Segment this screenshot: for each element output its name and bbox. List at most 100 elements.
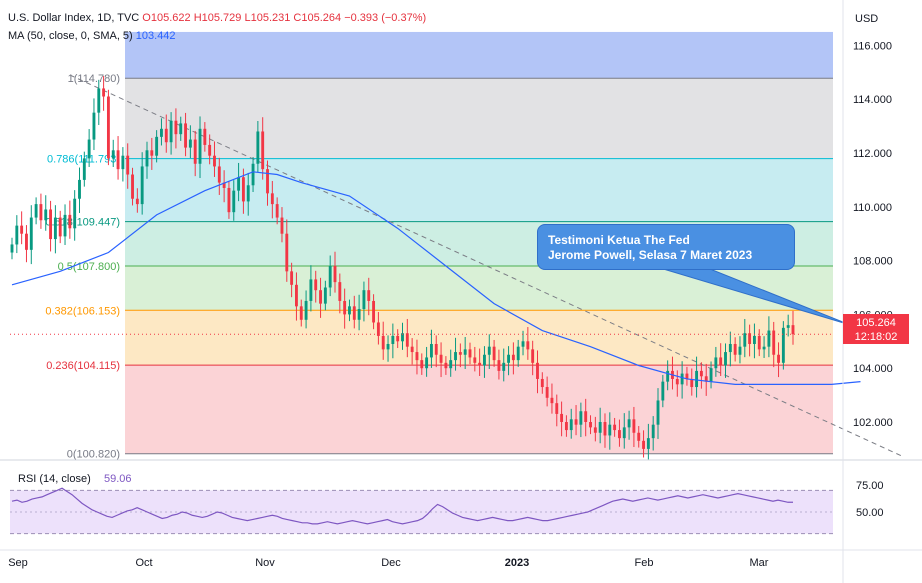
- candle: [323, 280, 327, 311]
- candle: [478, 348, 482, 377]
- candle-body: [376, 322, 380, 336]
- fib-band-6: [125, 365, 833, 454]
- candle-body: [140, 166, 144, 205]
- y-tick-label: 104.000: [853, 363, 893, 375]
- candle-body: [285, 233, 289, 272]
- candle-body: [295, 284, 298, 307]
- last-price: 105.264: [856, 317, 896, 329]
- candle: [439, 342, 443, 378]
- candle: [415, 339, 419, 375]
- candle: [25, 225, 28, 263]
- candle: [352, 295, 356, 329]
- candle: [53, 205, 57, 254]
- candle-body: [622, 427, 626, 439]
- rsi-tick-label: 50.00: [856, 507, 884, 519]
- candle-body: [545, 387, 549, 398]
- candle: [184, 112, 187, 157]
- candle: [613, 417, 617, 437]
- candle-body: [362, 290, 366, 310]
- candle-body: [728, 343, 732, 353]
- candle: [295, 272, 298, 321]
- y-tick-label: 116.000: [853, 40, 892, 52]
- candle: [791, 310, 795, 345]
- candle-body: [526, 341, 530, 350]
- candle-body: [246, 185, 250, 202]
- fib-band-5: [125, 310, 833, 366]
- candle-body: [391, 335, 395, 344]
- candle-body: [338, 282, 342, 301]
- candle-body: [516, 346, 520, 361]
- candle-body: [415, 352, 419, 361]
- candle: [661, 374, 665, 408]
- candle: [685, 366, 689, 386]
- candle-body: [145, 150, 149, 167]
- candle-body: [564, 422, 568, 431]
- candle: [198, 116, 202, 179]
- candle: [598, 407, 602, 444]
- candle: [145, 141, 149, 179]
- candle-body: [92, 112, 96, 140]
- candle: [425, 346, 429, 377]
- currency-label: USD: [855, 13, 878, 25]
- candle: [593, 416, 597, 442]
- candle-body: [608, 424, 612, 436]
- rsi-line: [11, 487, 793, 525]
- candle-body: [589, 422, 592, 428]
- candle: [155, 130, 159, 163]
- candle: [642, 430, 645, 458]
- candle-body: [507, 354, 510, 363]
- fib-label-0: 1(114.780): [68, 73, 120, 85]
- candle-body: [473, 357, 477, 363]
- candle-body: [29, 217, 33, 250]
- candle-body: [555, 403, 559, 414]
- candle-body: [343, 300, 347, 315]
- candle-body: [266, 169, 269, 194]
- candle: [106, 89, 110, 166]
- candle-body: [299, 306, 303, 320]
- candle-body: [73, 198, 77, 229]
- candle-body: [203, 128, 207, 145]
- candle-body: [251, 163, 255, 186]
- candle: [208, 134, 212, 165]
- candle-body: [184, 123, 187, 148]
- candle-body: [10, 244, 14, 253]
- candle: [781, 321, 785, 370]
- last-price-badge: 105.264 12:18:02: [843, 314, 909, 344]
- candle-body: [372, 300, 376, 323]
- candle: [348, 299, 351, 322]
- candle: [695, 356, 699, 398]
- ohlc-open: O105.622: [142, 12, 191, 24]
- candle: [531, 340, 535, 376]
- candle: [193, 130, 197, 177]
- candle-body: [328, 265, 332, 288]
- candle-body: [579, 411, 583, 425]
- candle: [728, 331, 732, 367]
- candle: [237, 162, 241, 202]
- candle: [256, 120, 260, 173]
- candle: [637, 426, 641, 448]
- x-tick-label: Feb: [635, 557, 654, 569]
- candle: [319, 277, 322, 318]
- candle: [150, 137, 154, 170]
- candle-body: [642, 440, 645, 449]
- candle-body: [82, 158, 86, 180]
- candle-body: [593, 427, 597, 433]
- annotation-callout[interactable]: Testimoni Ketua The Fed Jerome Powell, S…: [537, 224, 795, 270]
- candle: [709, 361, 713, 389]
- candle: [140, 152, 144, 215]
- y-tick-label: 112.000: [853, 148, 892, 160]
- candle: [786, 314, 790, 337]
- ma-legend[interactable]: MA (50, close, 0, SMA, 5) 103.442: [8, 30, 176, 42]
- x-tick-label: Mar: [750, 557, 769, 569]
- candle: [213, 141, 216, 177]
- candle-body: [613, 424, 617, 431]
- candle-body: [454, 352, 457, 361]
- candle: [275, 197, 279, 225]
- candle-body: [748, 333, 752, 344]
- candle-body: [719, 357, 723, 366]
- candle: [444, 356, 448, 375]
- candle: [304, 290, 308, 329]
- candle-body: [550, 397, 554, 404]
- ohlc-close: C105.264: [293, 12, 342, 24]
